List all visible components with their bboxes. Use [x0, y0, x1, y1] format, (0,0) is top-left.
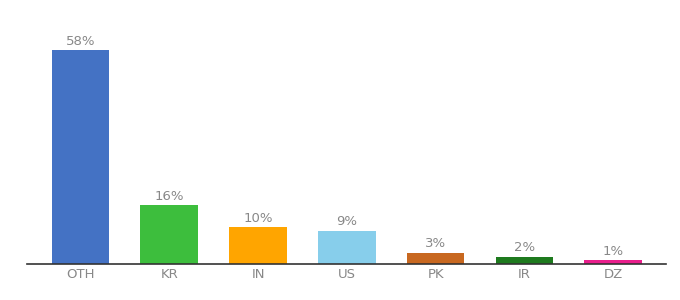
- Text: 3%: 3%: [425, 237, 446, 250]
- Bar: [140, 205, 198, 264]
- Bar: [52, 50, 109, 264]
- Text: 16%: 16%: [154, 190, 184, 202]
- Bar: [496, 256, 554, 264]
- Bar: [584, 260, 642, 264]
- Text: 1%: 1%: [602, 245, 624, 258]
- Bar: [407, 253, 464, 264]
- Bar: [318, 231, 375, 264]
- Text: 9%: 9%: [337, 215, 357, 228]
- Text: 2%: 2%: [514, 241, 535, 254]
- Bar: [229, 227, 287, 264]
- Text: 10%: 10%: [243, 212, 273, 225]
- Text: 58%: 58%: [66, 35, 95, 48]
